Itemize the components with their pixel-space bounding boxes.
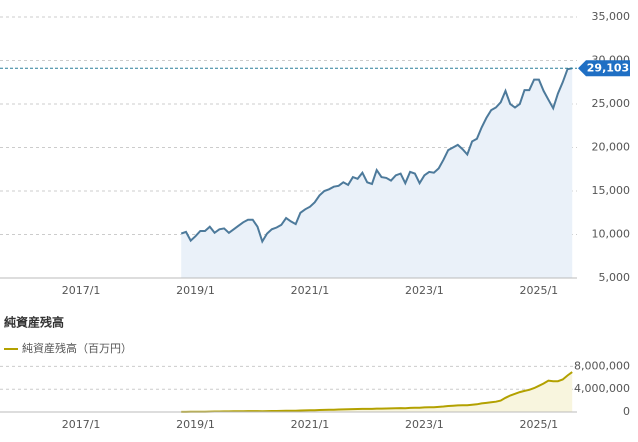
x-tick-label: 2021/1 xyxy=(291,284,330,297)
legend-label[interactable]: 純資産残高（百万円） xyxy=(22,341,132,355)
y-tick-label: 0 xyxy=(623,405,630,418)
x-tick-label: 2017/1 xyxy=(62,284,101,297)
y-tick-label: 20,000 xyxy=(592,141,631,154)
y-tick-label: 8,000,000 xyxy=(574,359,630,372)
last-value-label: 29,103 xyxy=(587,61,629,74)
y-tick-label: 15,000 xyxy=(592,184,631,197)
y-tick-label: 35,000 xyxy=(592,10,631,23)
line xyxy=(181,371,573,413)
last-value-box xyxy=(578,60,630,77)
x-tick-label: 2025/1 xyxy=(519,418,558,431)
x-tick-label: 2019/1 xyxy=(176,284,215,297)
x-tick-label: 2017/1 xyxy=(62,418,101,431)
area xyxy=(181,372,573,412)
y-tick-label: 4,000,000 xyxy=(574,382,630,395)
y-tick-label: 25,000 xyxy=(592,97,631,110)
y-tick-label: 5,000 xyxy=(599,271,631,284)
line xyxy=(180,67,573,244)
y-tick-label: 10,000 xyxy=(592,228,631,241)
x-tick-label: 2023/1 xyxy=(405,418,444,431)
x-tick-label: 2025/1 xyxy=(519,284,558,297)
x-tick-label: 2019/1 xyxy=(176,418,215,431)
x-tick-label: 2021/1 xyxy=(291,418,330,431)
chart-title: 純資産残高 xyxy=(4,315,64,330)
x-tick-label: 2023/1 xyxy=(405,284,444,297)
